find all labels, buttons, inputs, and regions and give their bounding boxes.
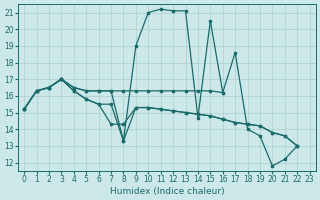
X-axis label: Humidex (Indice chaleur): Humidex (Indice chaleur) (109, 187, 224, 196)
